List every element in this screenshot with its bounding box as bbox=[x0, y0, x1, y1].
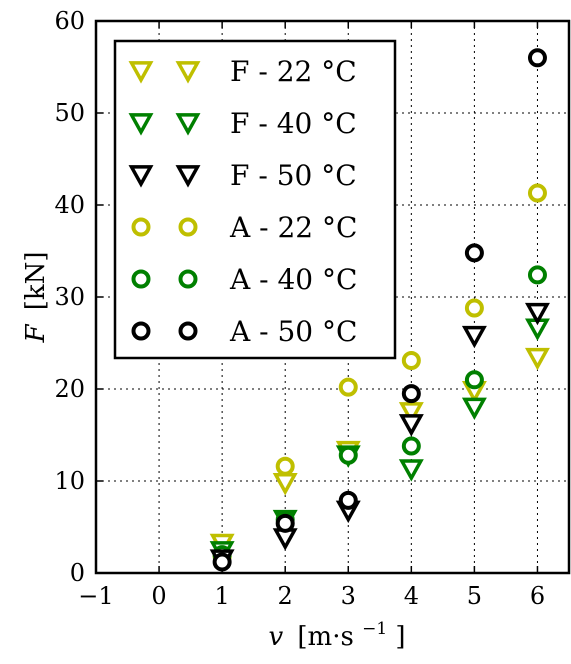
data-point bbox=[524, 347, 550, 371]
x-tick-label: −1 bbox=[78, 582, 113, 610]
y-tick-label: 50 bbox=[54, 99, 85, 127]
legend-label: F - 22 °C bbox=[230, 55, 357, 88]
y-axis-unit: [kN] bbox=[21, 251, 51, 310]
data-point bbox=[401, 384, 421, 404]
data-point bbox=[398, 402, 424, 425]
legend-marker bbox=[131, 321, 151, 341]
legend-entry: F - 22 °C bbox=[128, 55, 357, 88]
legend-label: F - 50 °C bbox=[230, 159, 357, 192]
data-point bbox=[461, 397, 487, 421]
data-point bbox=[275, 513, 295, 533]
legend-label: A - 50 °C bbox=[229, 315, 357, 348]
data-point bbox=[464, 298, 484, 318]
legend-marker bbox=[178, 217, 198, 237]
legend-label: A - 40 °C bbox=[229, 263, 357, 296]
legend-marker bbox=[128, 165, 154, 188]
legend-entry: F - 40 °C bbox=[128, 107, 357, 140]
x-axis-unit-exponent: −1 bbox=[362, 619, 387, 639]
data-point bbox=[275, 456, 295, 476]
data-point bbox=[464, 243, 484, 263]
y-axis-var: F bbox=[21, 324, 51, 344]
legend-marker bbox=[128, 113, 154, 136]
legend-marker bbox=[128, 61, 154, 84]
y-tick-label: 20 bbox=[54, 375, 85, 403]
y-tick-label: 60 bbox=[54, 7, 85, 35]
x-tick-label: 0 bbox=[151, 582, 166, 610]
y-axis-label: F [kN] bbox=[21, 251, 51, 343]
data-point bbox=[401, 436, 421, 456]
x-tick-label: 4 bbox=[404, 582, 419, 610]
data-point bbox=[464, 370, 484, 390]
data-point bbox=[401, 350, 421, 370]
legend-box bbox=[113, 39, 397, 360]
x-axis-label: v [m·s −1 ] bbox=[268, 611, 405, 652]
data-point bbox=[398, 414, 424, 437]
x-axis-var: v bbox=[268, 622, 283, 652]
legend-label: A - 22 °C bbox=[229, 211, 357, 244]
data-point bbox=[524, 302, 550, 326]
legend-entry: A - 22 °C bbox=[131, 211, 357, 244]
y-tick-label: 40 bbox=[54, 191, 85, 219]
x-tick-label: 2 bbox=[278, 582, 293, 610]
legend-entry: A - 40 °C bbox=[131, 263, 357, 296]
data-point bbox=[338, 445, 358, 465]
data-point bbox=[527, 183, 547, 203]
x-tick-label: 6 bbox=[530, 582, 545, 610]
legend-entry: A - 50 °C bbox=[131, 315, 357, 348]
x-tick-label: 5 bbox=[467, 582, 482, 610]
legend-entry: F - 50 °C bbox=[128, 159, 357, 192]
x-tick-label: 3 bbox=[341, 582, 356, 610]
x-axis-unit: [m·s bbox=[297, 622, 353, 652]
legend-marker bbox=[175, 165, 201, 188]
legend: F - 22 °C F - 40 °C F - 50 °C A - 22 °C A - … bbox=[113, 39, 397, 360]
y-tick-label: 0 bbox=[70, 559, 85, 587]
legend-marker bbox=[131, 217, 151, 237]
legend-marker bbox=[175, 113, 201, 136]
data-point bbox=[338, 377, 358, 397]
legend-label: F - 40 °C bbox=[230, 107, 357, 140]
data-points bbox=[209, 48, 550, 572]
legend-marker bbox=[131, 269, 151, 289]
data-point bbox=[272, 473, 298, 496]
y-tick-label: 10 bbox=[54, 467, 85, 495]
legend-marker bbox=[175, 61, 201, 84]
data-point bbox=[338, 490, 358, 510]
data-point bbox=[527, 265, 547, 285]
data-point bbox=[461, 325, 487, 349]
data-point bbox=[212, 552, 232, 572]
y-tick-label: 30 bbox=[54, 283, 85, 311]
legend-marker bbox=[178, 269, 198, 289]
plot-frame bbox=[94, 19, 571, 575]
x-tick-label: 1 bbox=[214, 582, 229, 610]
data-point bbox=[527, 48, 547, 68]
legend-marker bbox=[178, 321, 198, 341]
x-axis-unit-close: ] bbox=[395, 622, 405, 652]
data-point bbox=[398, 459, 424, 482]
